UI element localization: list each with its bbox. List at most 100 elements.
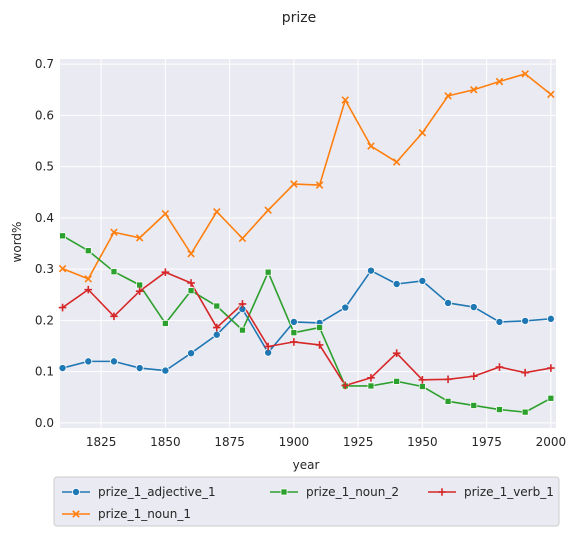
data-point-prize_1_adjective_1 — [469, 303, 478, 312]
x-tick-label: 1825 — [86, 435, 117, 449]
data-point-prize_1_verb_1 — [161, 268, 170, 276]
x-tick-label: 1975 — [471, 435, 502, 449]
data-point-prize_1_noun_1 — [315, 181, 324, 189]
x-axis-label: year — [293, 458, 320, 472]
data-point-prize_1_noun_2 — [470, 402, 478, 409]
data-point-prize_1_noun_1 — [367, 142, 375, 150]
data-point-prize_1_verb_1 — [135, 287, 144, 295]
data-point-prize_1_noun_2 — [84, 247, 92, 255]
x-tick-label: 1950 — [407, 435, 438, 449]
legend-item: prize_1_noun_1 — [62, 507, 191, 521]
data-point-prize_1_adjective_1 — [341, 303, 350, 312]
legend-item: prize_1_verb_1 — [428, 485, 554, 499]
data-point-prize_1_noun_1 — [84, 275, 93, 283]
series-lines — [62, 73, 552, 413]
data-point-prize_1_verb_1 — [264, 342, 272, 351]
legend-marker — [72, 487, 81, 496]
data-point-prize_1_adjective_1 — [161, 366, 170, 375]
data-point-prize_1_verb_1 — [444, 375, 452, 384]
data-point-prize_1_verb_1 — [341, 381, 350, 390]
data-point-prize_1_noun_2 — [444, 398, 452, 405]
data-point-prize_1_adjective_1 — [187, 349, 196, 358]
data-point-prize_1_verb_1 — [212, 323, 221, 332]
legend-marker — [438, 488, 446, 496]
legend-item: prize_1_adjective_1 — [62, 485, 216, 499]
data-point-prize_1_noun_1 — [341, 96, 350, 104]
data-point-prize_1_noun_2 — [213, 302, 221, 310]
legend-marker — [280, 488, 288, 496]
data-point-prize_1_verb_1 — [495, 363, 504, 371]
data-point-prize_1_verb_1 — [315, 341, 324, 349]
data-point-prize_1_noun_1 — [135, 234, 144, 242]
data-point-prize_1_adjective_1 — [418, 276, 427, 285]
data-point-prize_1_noun_2 — [162, 320, 169, 327]
data-point-prize_1_verb_1 — [187, 279, 195, 287]
grid — [60, 59, 556, 428]
data-point-prize_1_noun_1 — [418, 129, 427, 137]
data-point-prize_1_noun_2 — [367, 382, 375, 390]
data-point-prize_1_adjective_1 — [392, 279, 401, 288]
data-point-prize_1_noun_1 — [213, 207, 221, 216]
data-point-prize_1_verb_1 — [469, 372, 478, 381]
x-axis-ticks: 1825 1850 1875 1900 1925 1950 1975 2000 — [86, 435, 566, 449]
data-point-prize_1_verb_1 — [367, 373, 375, 382]
y-tick-label: 0.6 — [35, 108, 54, 122]
data-point-prize_1_adjective_1 — [366, 266, 375, 275]
data-point-prize_1_noun_1 — [110, 228, 118, 236]
data-point-prize_1_verb_1 — [238, 300, 247, 308]
series-line-prize_1_noun_2 — [62, 235, 552, 413]
data-point-prize_1_noun_1 — [290, 180, 298, 188]
data-point-prize_1_noun_1 — [495, 77, 504, 86]
data-point-prize_1_adjective_1 — [58, 364, 67, 373]
series-line-prize_1_verb_1 — [62, 271, 552, 387]
data-point-prize_1_adjective_1 — [495, 317, 504, 326]
data-point-prize_1_noun_1 — [469, 85, 478, 94]
y-tick-label: 0.7 — [35, 57, 54, 71]
data-point-prize_1_noun_1 — [444, 92, 452, 100]
data-point-prize_1_noun_1 — [547, 90, 555, 99]
legend-frame — [53, 476, 560, 527]
data-point-prize_1_noun_2 — [136, 281, 144, 289]
data-point-prize_1_noun_2 — [496, 406, 503, 413]
x-tick-label: 1900 — [279, 435, 310, 449]
y-tick-label: 0.2 — [35, 313, 54, 327]
data-point-prize_1_verb_1 — [290, 338, 298, 346]
legend-label: prize_1_verb_1 — [464, 485, 554, 499]
data-point-prize_1_adjective_1 — [109, 357, 118, 366]
y-tick-label: 0.4 — [35, 211, 54, 225]
data-point-prize_1_noun_1 — [161, 210, 170, 218]
legend-label: prize_1_noun_1 — [98, 507, 191, 521]
data-point-prize_1_noun_2 — [521, 408, 529, 416]
data-point-prize_1_noun_2 — [110, 268, 118, 276]
data-point-prize_1_noun_2 — [239, 326, 246, 334]
data-point-prize_1_verb_1 — [58, 303, 67, 312]
data-point-prize_1_verb_1 — [392, 349, 401, 357]
data-point-prize_1_adjective_1 — [521, 316, 530, 325]
data-point-prize_1_noun_1 — [187, 249, 195, 258]
chart-title: prize — [282, 10, 317, 26]
data-point-prize_1_noun_2 — [187, 287, 195, 294]
data-point-prize_1_noun_2 — [547, 394, 555, 402]
series-line-prize_1_noun_1 — [62, 73, 552, 280]
y-tick-label: 0.5 — [35, 160, 54, 174]
y-tick-label: 0.1 — [35, 365, 54, 379]
y-tick-label: 0.3 — [35, 262, 54, 276]
x-tick-label: 1925 — [343, 435, 374, 449]
legend-label: prize_1_adjective_1 — [98, 485, 216, 499]
series-markers — [58, 70, 555, 416]
data-point-prize_1_adjective_1 — [135, 364, 144, 373]
data-point-prize_1_adjective_1 — [289, 317, 298, 326]
data-point-prize_1_verb_1 — [110, 312, 118, 321]
data-point-prize_1_noun_2 — [316, 324, 323, 331]
legend-marker — [72, 510, 80, 518]
data-point-prize_1_verb_1 — [521, 368, 529, 377]
data-point-prize_1_noun_2 — [59, 232, 66, 240]
y-axis-ticks: 0.0 0.1 0.2 0.3 0.4 0.5 0.6 0.7 — [35, 57, 54, 430]
data-point-prize_1_noun_2 — [264, 268, 272, 276]
data-point-prize_1_adjective_1 — [212, 330, 221, 339]
data-point-prize_1_noun_2 — [419, 383, 426, 390]
x-tick-label: 1875 — [214, 435, 245, 449]
y-axis-label: word% — [10, 222, 24, 263]
x-tick-label: 1850 — [150, 435, 181, 449]
data-point-prize_1_adjective_1 — [84, 357, 93, 366]
